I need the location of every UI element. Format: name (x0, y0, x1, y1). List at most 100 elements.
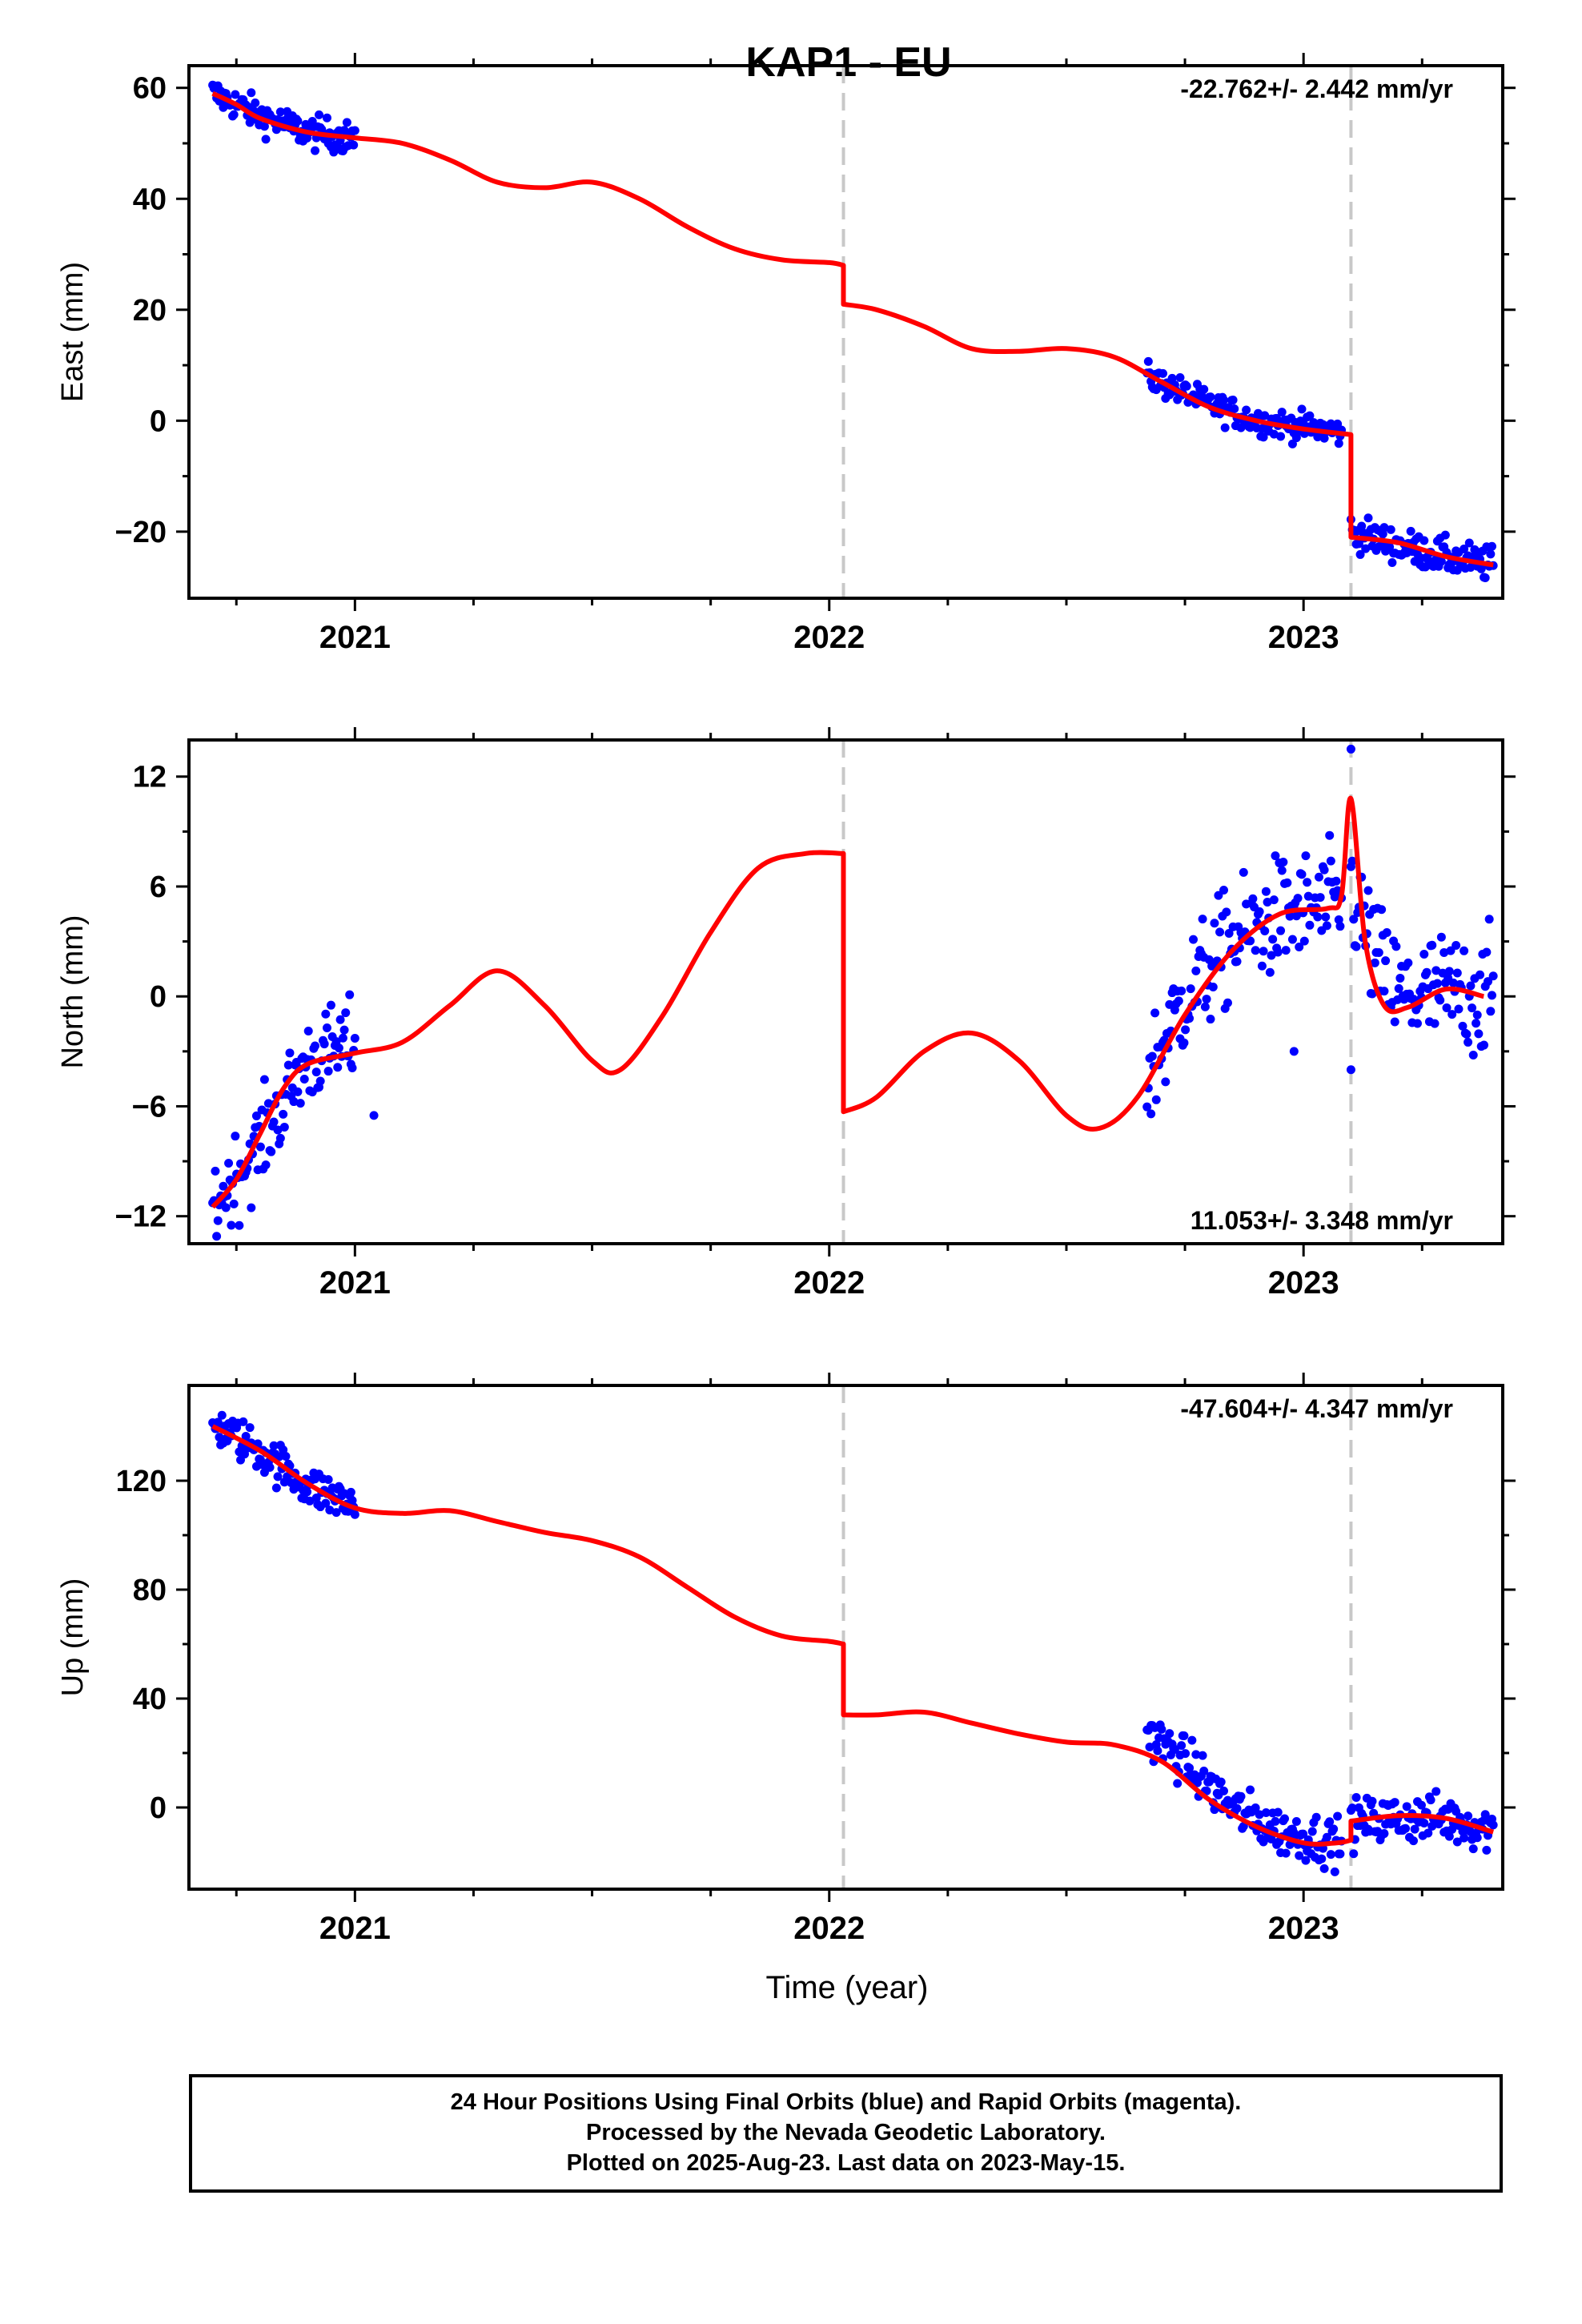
x-tick-label: 2023 (1268, 620, 1339, 655)
observation-point (1186, 984, 1195, 994)
observation-point (1325, 1817, 1335, 1827)
observation-point (265, 1462, 275, 1472)
observation-point (1426, 1795, 1435, 1805)
observation-point (1487, 991, 1496, 1000)
observation-point (1297, 404, 1307, 414)
observation-point (1319, 865, 1329, 875)
observation-point (1301, 851, 1311, 861)
observation-point (1276, 432, 1286, 441)
observation-point (1423, 1828, 1433, 1838)
observation-point (1370, 958, 1379, 967)
observation-point (1305, 411, 1315, 420)
observation-point (311, 1494, 321, 1503)
observation-point (305, 1496, 315, 1506)
observation-point (247, 88, 256, 98)
x-tick-label: 2023 (1268, 1911, 1339, 1946)
observation-point (1311, 1812, 1321, 1822)
observation-point (1468, 1003, 1477, 1013)
footer-line-1: 24 Hour Positions Using Final Orbits (bl… (450, 2089, 1242, 2116)
observation-point (369, 1111, 379, 1120)
observation-point (1177, 986, 1186, 995)
observation-point (321, 1498, 331, 1508)
observation-point (1406, 526, 1415, 536)
observation-point (1181, 1749, 1191, 1759)
observation-point (1215, 927, 1225, 937)
observation-point (1391, 942, 1401, 951)
observation-point (1326, 1850, 1335, 1860)
observation-point (311, 146, 320, 155)
observation-point (1269, 429, 1279, 439)
observation-point (1333, 1811, 1343, 1821)
observation-point (1198, 915, 1207, 924)
observation-point (303, 1487, 312, 1497)
observation-point (1208, 982, 1218, 991)
observation-point (319, 1039, 329, 1049)
observation-point (1246, 1785, 1255, 1795)
panel-up: 0 40 80 120 2021 2022 2023 Up (mm) -47.604+/- 4.… (56, 1373, 1516, 1946)
observation-point (1150, 1008, 1160, 1018)
observation-point (279, 1122, 289, 1132)
observation-point (315, 1076, 325, 1086)
observation-point (1143, 356, 1153, 366)
observation-point (289, 1097, 299, 1107)
observation-point (1158, 368, 1168, 378)
observation-point (1378, 529, 1387, 539)
observation-point (229, 110, 239, 119)
observation-point (1276, 926, 1286, 935)
x-tick-label: 2023 (1268, 1265, 1339, 1301)
observation-point (1261, 887, 1271, 896)
observation-point (1202, 995, 1211, 1004)
observation-point (273, 1472, 283, 1482)
observation-point (1210, 919, 1219, 928)
observations-series (208, 80, 1498, 582)
observation-point (1268, 935, 1278, 944)
observation-point (1484, 977, 1493, 987)
observation-point (1232, 1803, 1242, 1813)
observation-point (273, 1125, 283, 1135)
observation-point (219, 1181, 228, 1191)
observation-point (1295, 943, 1304, 952)
x-tick-label: 2021 (319, 1911, 391, 1946)
observation-point (1289, 1047, 1299, 1056)
observation-point (1177, 1741, 1186, 1751)
observation-point (275, 107, 285, 117)
observation-point (342, 118, 351, 127)
y-axis-label: Up (mm) (56, 1578, 90, 1697)
observation-point (1280, 1814, 1290, 1823)
observation-point (1187, 1735, 1197, 1745)
observation-point (335, 1015, 345, 1024)
observation-point (281, 1452, 291, 1462)
observation-point (1472, 1833, 1482, 1843)
observation-point (1385, 542, 1395, 552)
observation-point (1452, 1837, 1462, 1847)
observation-point (211, 1166, 220, 1176)
observation-point (247, 1203, 256, 1212)
observation-point (235, 1220, 244, 1230)
observation-point (1432, 979, 1442, 988)
observation-point (1206, 392, 1215, 402)
y-tick-label: 20 (133, 294, 167, 328)
observation-point (321, 1009, 331, 1019)
observation-point (1486, 1007, 1496, 1016)
observation-point (1390, 1017, 1399, 1027)
observation-point (1330, 1867, 1339, 1876)
observation-point (334, 1043, 343, 1053)
observation-point (1285, 911, 1295, 921)
observation-point (245, 1423, 255, 1433)
observation-point (1255, 1810, 1264, 1819)
observation-point (1145, 1742, 1154, 1751)
panel-north: −12 −6 0 6 12 2021 2022 2023 North (mm) 11.053+/-… (56, 727, 1516, 1301)
model-curve (211, 796, 1485, 1209)
x-axis-label: Time (year) (766, 1970, 929, 2005)
observation-point (1431, 1787, 1441, 1796)
observation-point (1257, 961, 1267, 971)
observation-point (261, 135, 271, 144)
plot-frame (187, 738, 1504, 1245)
observation-point (293, 116, 303, 126)
observation-point (261, 1160, 271, 1170)
observation-point (303, 1026, 313, 1035)
observation-point (275, 1452, 284, 1462)
observation-point (1147, 1051, 1157, 1061)
observation-point (1476, 970, 1485, 979)
observation-point (1427, 940, 1437, 950)
